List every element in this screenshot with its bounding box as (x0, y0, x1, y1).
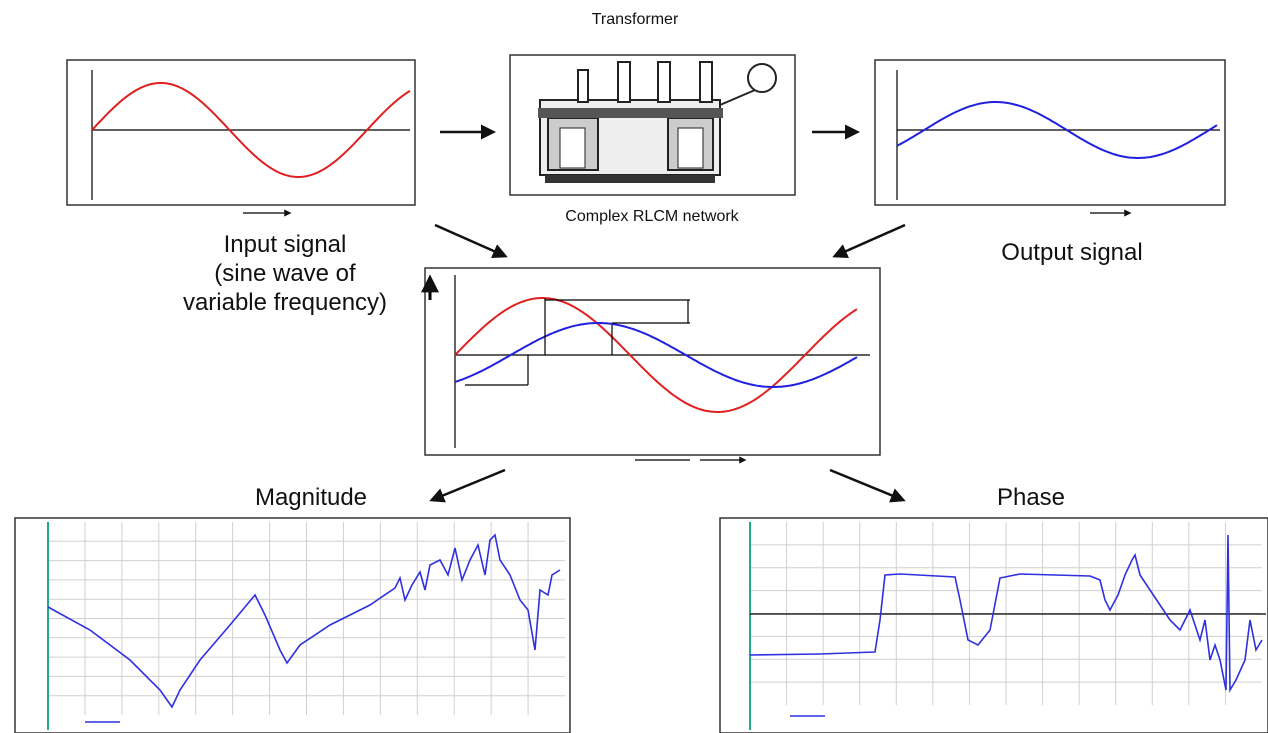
phase-label: Phase (997, 484, 1065, 511)
transformer-image (509, 54, 796, 196)
magnitude-label: Magnitude (255, 484, 367, 511)
input-label: Input signal (224, 231, 347, 258)
arrow (832, 223, 906, 258)
transformer-caption: Complex RLCM network (565, 208, 739, 225)
phase-plot (719, 517, 1268, 733)
comparison-plot (421, 267, 881, 464)
magnitude-plot (14, 517, 571, 733)
input-label: variable frequency) (183, 289, 387, 316)
arrow (434, 223, 508, 258)
arrow (429, 468, 506, 503)
input-plot (66, 59, 416, 217)
title: Transformer (592, 11, 679, 28)
output-plot (874, 59, 1226, 217)
output-label: Output signal (1001, 239, 1142, 266)
input-label: (sine wave of (214, 260, 356, 287)
arrow (829, 468, 906, 503)
